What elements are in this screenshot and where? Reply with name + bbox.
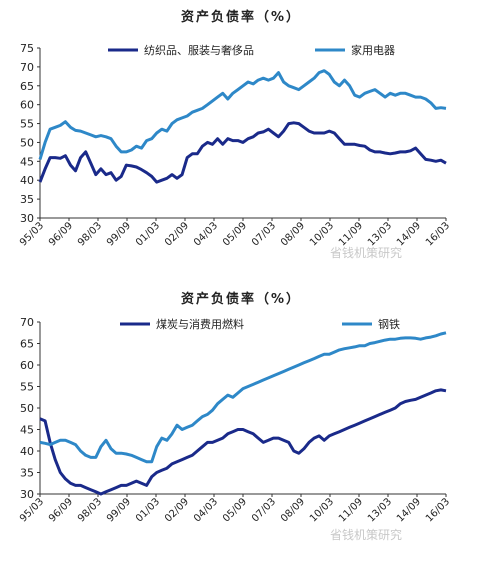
y-tick-label: 40	[20, 174, 34, 187]
y-tick-label: 60	[20, 359, 34, 372]
y-tick-label: 50	[20, 402, 34, 415]
y-tick-label: 30	[20, 488, 34, 501]
x-tick-label: 13/03	[366, 496, 394, 524]
x-tick-label: 96/09	[47, 220, 75, 248]
x-tick-label: 05/09	[221, 496, 249, 524]
x-tick-label: 01/03	[134, 220, 162, 248]
series-line-1	[38, 69, 447, 160]
legend-label: 家用电器	[351, 43, 395, 57]
y-tick-label: 40	[20, 445, 34, 458]
chart-top: 资产负债率（%） 30 35 40 45 50 55 60 65 70 75 95/03 96/09 9…	[0, 0, 482, 282]
x-tick-label: 16/03	[424, 496, 452, 524]
x-tick-label: 05/09	[221, 220, 249, 248]
series-line-0	[38, 121, 447, 184]
watermark: 省钱机策研究	[330, 528, 403, 542]
y-tick-label: 45	[20, 424, 34, 437]
y-tick-label: 50	[20, 136, 34, 149]
chart-title: 资产负债率（%）	[180, 292, 302, 307]
y-tick-label: 55	[20, 381, 34, 394]
series-line-0	[39, 388, 447, 496]
watermark: 省钱机策研究	[330, 246, 403, 260]
x-tick-label: 11/09	[337, 496, 365, 524]
y-tick-label: 70	[20, 61, 34, 74]
legend-label: 钢铁	[378, 318, 400, 331]
y-tick-label: 65	[20, 80, 34, 93]
chart-bottom: 资产负债率（%） 30 35 40 45 50 55 60 65 70 95/03 96/09 98/…	[0, 282, 482, 565]
y-tick-label: 35	[20, 467, 34, 480]
x-tick-label: 02/09	[163, 496, 191, 524]
x-tick-label: 10/03	[308, 496, 336, 524]
x-tick-label: 98/03	[76, 220, 104, 248]
x-tick-label: 99/09	[105, 496, 133, 524]
x-tick-label: 96/09	[47, 496, 75, 524]
legend-label: 纺织品、服装与奢侈品	[144, 43, 254, 57]
y-tick-label: 60	[20, 99, 34, 112]
y-tick-label: 70	[20, 316, 34, 329]
x-tick-label: 99/09	[105, 220, 133, 248]
x-tick-label: 07/03	[250, 220, 278, 248]
y-tick-label: 45	[20, 155, 34, 168]
x-tick-label: 14/09	[395, 496, 423, 524]
x-tick-label: 16/03	[424, 220, 452, 248]
x-tick-label: 08/09	[279, 220, 307, 248]
x-tick-label: 01/03	[134, 496, 162, 524]
x-tick-label: 08/09	[279, 496, 307, 524]
chart-title: 资产负债率（%）	[180, 10, 302, 25]
y-tick-label: 55	[20, 118, 34, 131]
x-tick-label: 98/03	[76, 496, 104, 524]
x-tick-label: 04/03	[192, 220, 220, 248]
y-tick-label: 30	[20, 212, 34, 225]
y-tick-label: 75	[20, 42, 34, 55]
y-tick-label: 35	[20, 193, 34, 206]
y-tick-label: 65	[20, 338, 34, 351]
legend-label: 煤炭与消费用燃料	[156, 317, 244, 331]
x-tick-label: 02/09	[163, 220, 191, 248]
series-line-1	[39, 331, 447, 464]
x-tick-label: 04/03	[192, 496, 220, 524]
x-tick-label: 07/03	[250, 496, 278, 524]
